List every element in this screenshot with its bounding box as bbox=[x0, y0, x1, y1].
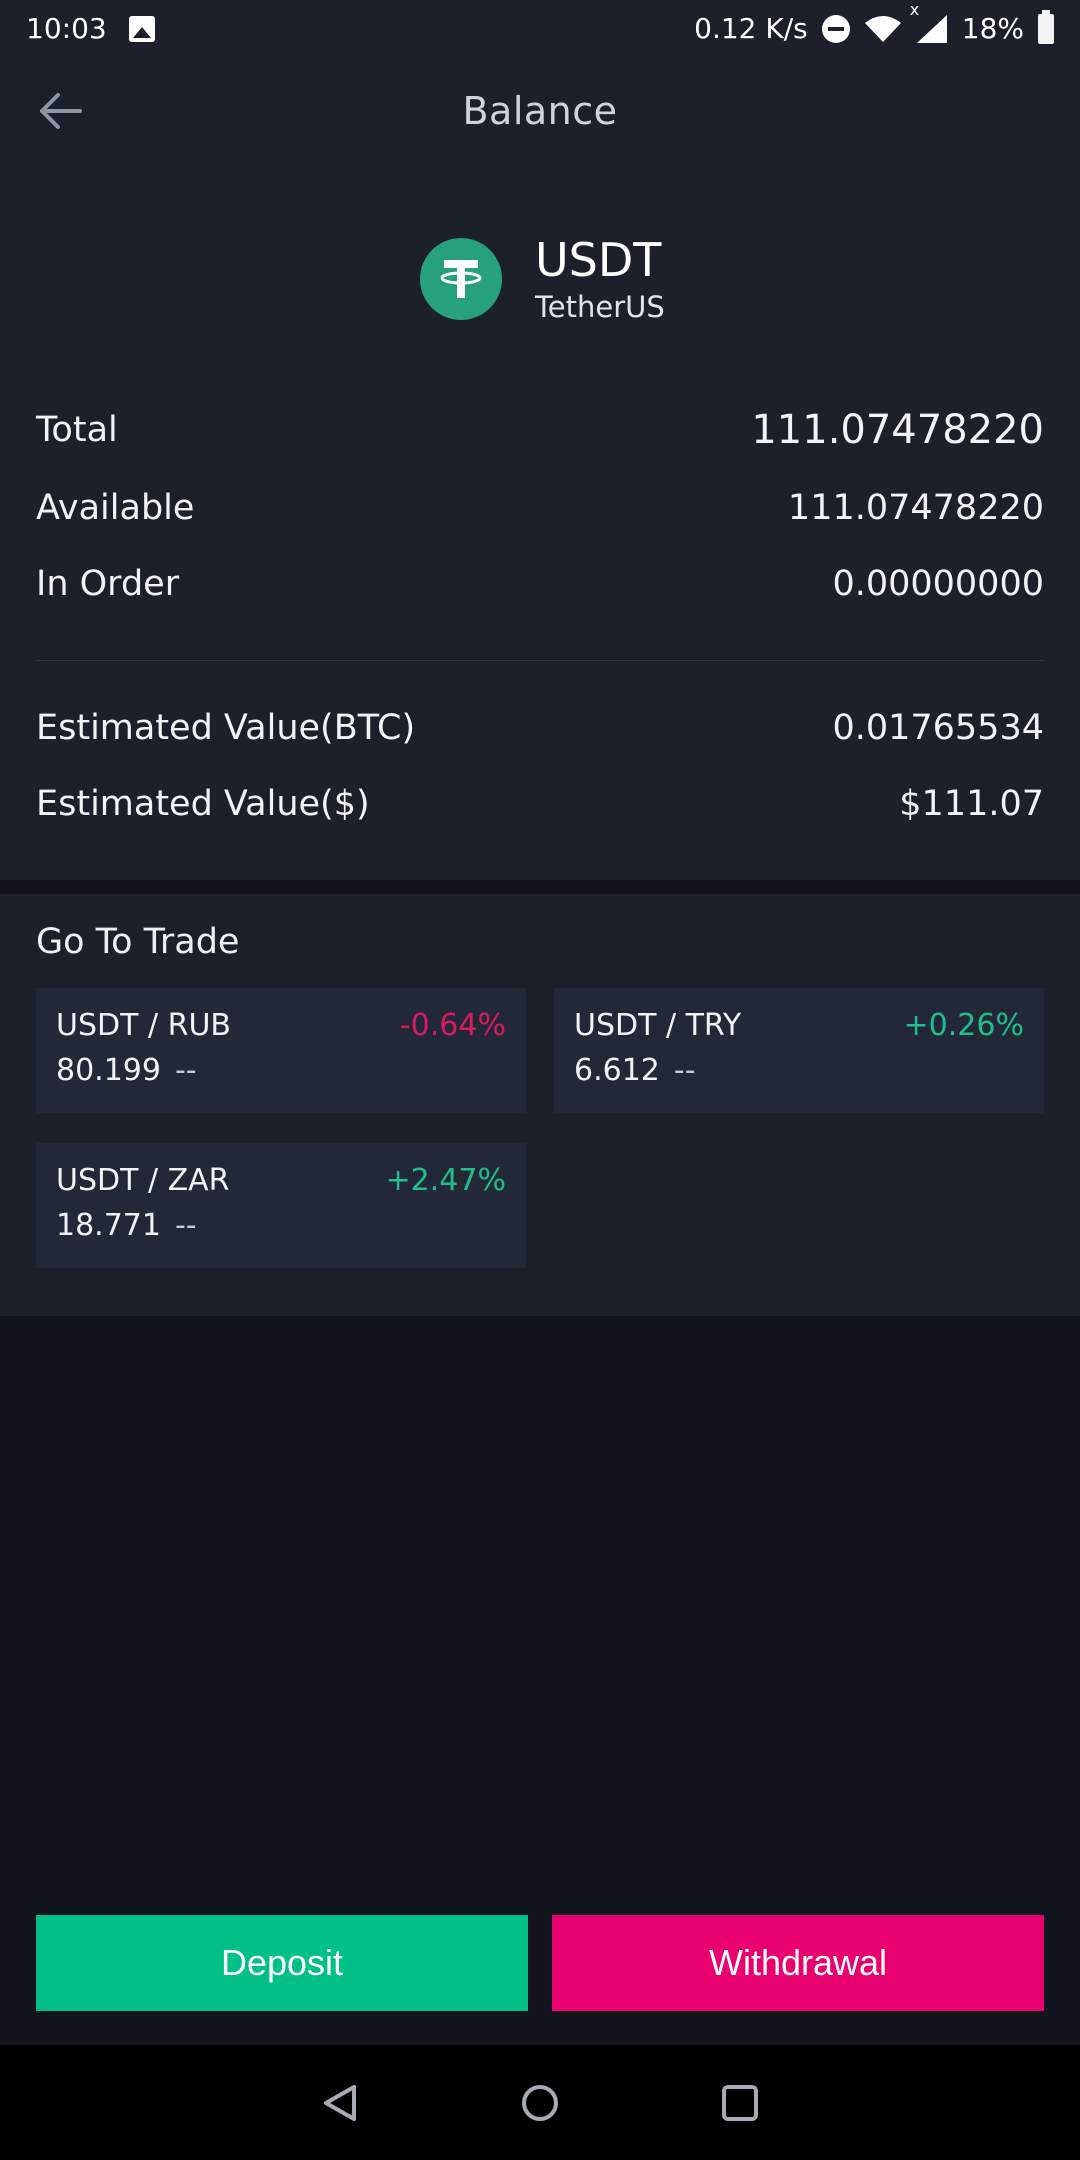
estimated-usd-value: $111.07 bbox=[899, 784, 1044, 824]
pair-name: USDT / TRY bbox=[574, 1008, 742, 1043]
pair-card-usdt-try[interactable]: USDT / TRY +0.26% 6.612 -- bbox=[554, 988, 1044, 1113]
pair-change: +0.26% bbox=[903, 1008, 1024, 1043]
square-recents-icon bbox=[722, 2084, 758, 2121]
circle-home-icon bbox=[522, 2084, 558, 2121]
pair-fiat-price: -- bbox=[174, 1053, 197, 1088]
status-bar: 10:03 0.12 K/s x 18% bbox=[0, 0, 1080, 57]
battery-percent: 18% bbox=[961, 12, 1024, 45]
battery-icon bbox=[1038, 9, 1054, 44]
pair-change: +2.47% bbox=[385, 1163, 506, 1198]
app-header: Balance bbox=[0, 57, 1080, 165]
pair-change: -0.64% bbox=[399, 1008, 506, 1043]
pair-card-usdt-rub[interactable]: USDT / RUB -0.64% 80.199 -- bbox=[36, 988, 526, 1113]
available-row: Available 111.07478220 bbox=[36, 488, 1044, 528]
in-order-row: In Order 0.00000000 bbox=[36, 564, 1044, 604]
triangle-back-icon bbox=[324, 2084, 356, 2121]
estimated-btc-row: Estimated Value(BTC) 0.01765534 bbox=[36, 708, 1044, 748]
estimated-usd-row: Estimated Value($) $111.07 bbox=[36, 784, 1044, 824]
estimated-btc-label: Estimated Value(BTC) bbox=[36, 708, 416, 748]
pair-name: USDT / RUB bbox=[56, 1008, 231, 1043]
total-value: 111.07478220 bbox=[751, 407, 1044, 453]
pair-card-usdt-zar[interactable]: USDT / ZAR +2.47% 18.771 -- bbox=[36, 1143, 526, 1268]
cell-signal-icon bbox=[916, 14, 947, 43]
pair-price: 80.199 bbox=[56, 1053, 161, 1088]
arrow-left-icon bbox=[40, 93, 82, 129]
wifi-icon bbox=[864, 15, 901, 42]
network-speed: 0.12 K/s bbox=[694, 12, 808, 45]
pair-fiat-price: -- bbox=[673, 1053, 696, 1088]
pair-price: 18.771 bbox=[56, 1208, 161, 1243]
balance-card: USDT TetherUS Total 111.07478220 Availab… bbox=[0, 165, 1080, 880]
total-row: Total 111.07478220 bbox=[36, 407, 1044, 453]
estimated-usd-label: Estimated Value($) bbox=[36, 784, 370, 824]
nav-back-button[interactable] bbox=[315, 2078, 365, 2128]
in-order-value: 0.00000000 bbox=[832, 564, 1044, 604]
available-label: Available bbox=[36, 488, 195, 528]
withdrawal-button[interactable]: Withdrawal bbox=[552, 1915, 1044, 2011]
estimated-btc-value: 0.01765534 bbox=[832, 708, 1044, 748]
pair-fiat-price: -- bbox=[174, 1208, 197, 1243]
status-time: 10:03 bbox=[26, 12, 107, 45]
coin-name: TetherUS bbox=[535, 289, 665, 324]
in-order-label: In Order bbox=[36, 564, 180, 604]
signal-x-mark: x bbox=[909, 0, 920, 19]
do-not-disturb-icon bbox=[821, 14, 850, 43]
nav-home-button[interactable] bbox=[515, 2078, 565, 2128]
divider bbox=[36, 660, 1044, 661]
available-value: 111.07478220 bbox=[787, 488, 1044, 528]
total-label: Total bbox=[36, 410, 118, 450]
image-notification-icon bbox=[128, 15, 155, 42]
page-title: Balance bbox=[462, 89, 618, 133]
coin-header: USDT TetherUS bbox=[420, 235, 665, 324]
coin-symbol: USDT bbox=[535, 233, 662, 287]
system-nav-bar bbox=[0, 2045, 1080, 2160]
cell-signal: x bbox=[910, 0, 948, 44]
go-to-trade-section: Go To Trade USDT / RUB -0.64% 80.199 -- … bbox=[0, 894, 1080, 1316]
tether-glyph-icon bbox=[440, 260, 482, 299]
nav-recents-button[interactable] bbox=[715, 2078, 765, 2128]
back-button[interactable] bbox=[0, 57, 120, 165]
pair-name: USDT / ZAR bbox=[56, 1163, 230, 1198]
deposit-button[interactable]: Deposit bbox=[36, 1915, 528, 2011]
usdt-logo-icon bbox=[420, 238, 502, 321]
pair-price: 6.612 bbox=[574, 1053, 660, 1088]
trade-section-title: Go To Trade bbox=[36, 922, 240, 962]
